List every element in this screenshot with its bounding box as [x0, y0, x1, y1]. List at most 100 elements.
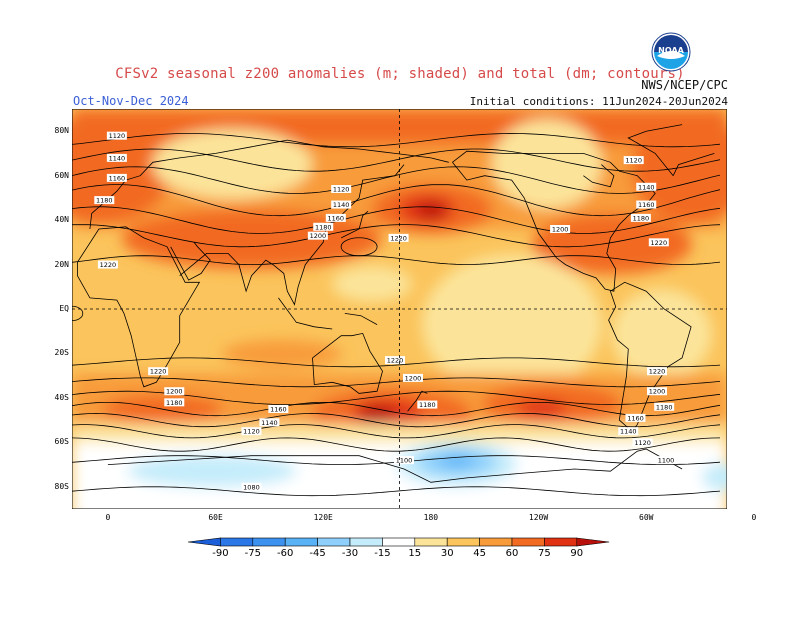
contour-label-box: [623, 156, 644, 165]
height-contour-line: [72, 132, 721, 148]
contour-label-box: [331, 200, 352, 209]
contour-label-box: [625, 413, 646, 422]
height-contour-line: [72, 377, 721, 388]
lat-tick-label: 20N: [54, 259, 69, 269]
lon-tick-label: 120W: [528, 513, 549, 522]
contour-label-box: [148, 367, 169, 376]
legend-color-box: [544, 537, 578, 547]
legend-color-box: [187, 537, 221, 547]
contour-label: 1140: [620, 428, 637, 436]
contour-label: 1160: [328, 214, 345, 222]
contour-label-box: [164, 398, 185, 407]
lon-tick-label: 60W: [639, 513, 654, 522]
legend-color-box: [382, 537, 416, 547]
height-contour-line: [72, 255, 721, 265]
contour-label: 1220: [150, 368, 167, 376]
contour-label: 1140: [109, 154, 126, 162]
legend-color-box: [446, 537, 480, 547]
contour-label: 1120: [634, 439, 651, 447]
legend-color-box: [284, 537, 318, 547]
legend-level-label: 30: [441, 548, 454, 559]
contour-label-box: [268, 405, 289, 413]
contour-label: 1220: [651, 239, 668, 247]
height-contour-closed: [340, 237, 378, 257]
contour-label: 1160: [638, 201, 655, 209]
contour-label: 1180: [166, 399, 183, 407]
legend-level-label: 75: [538, 548, 551, 559]
coastline: [627, 124, 715, 176]
legend-color-box: [317, 537, 351, 547]
legend-color-box: [349, 537, 383, 547]
coastline: [452, 150, 656, 292]
contour-label-box: [325, 213, 346, 222]
coastline: [278, 297, 333, 330]
contour-label: 1120: [625, 157, 642, 165]
legend-level-label: -30: [342, 548, 358, 559]
lon-tick-label: 120E: [313, 513, 333, 522]
lat-tick-label: 60S: [54, 437, 69, 447]
contour-label: 1200: [405, 374, 422, 382]
contour-label: 1140: [333, 201, 350, 209]
contour-label: 1140: [261, 419, 278, 427]
legend-color-box: [479, 537, 513, 547]
agency-label: NWS/NCEP/CPC: [641, 78, 728, 92]
contour-label: 1100: [396, 457, 413, 465]
contour-label-box: [313, 222, 334, 231]
lat-tick-label: 80N: [54, 126, 69, 136]
contour-label-box: [647, 387, 668, 396]
lat-tick-label: 40N: [54, 215, 69, 225]
contour-label: 1120: [243, 428, 260, 436]
legend-level-label: -90: [212, 548, 228, 559]
contour-label: 1220: [100, 261, 117, 269]
contour-label-box: [648, 238, 669, 247]
coastline: [170, 242, 211, 281]
contour-label-box: [385, 356, 406, 365]
contour-label: 1140: [638, 183, 655, 191]
contour-label-box: [417, 400, 438, 409]
contour-label-box: [550, 225, 571, 233]
coastline: [77, 226, 201, 388]
height-contour-line: [72, 206, 721, 234]
lat-tick-label: 40S: [54, 392, 69, 402]
contour-label-box: [393, 456, 414, 465]
anomaly-map: 1120114011601180122011201140116011801200…: [72, 109, 727, 509]
legend-color-box: [252, 537, 286, 547]
height-contour-line: [72, 424, 721, 439]
legend-level-label: -60: [277, 548, 293, 559]
contour-label-box: [331, 185, 352, 193]
contour-label: 1180: [656, 403, 673, 411]
contour-label: 1120: [333, 186, 350, 194]
contour-label-box: [618, 427, 639, 436]
chart-title: CFSv2 seasonal z200 anomalies (m; shaded…: [115, 66, 685, 82]
contour-label: 1200: [552, 226, 569, 234]
legend-level-label: -15: [374, 548, 390, 559]
contour-label-box: [632, 438, 653, 447]
coastline: [583, 164, 615, 188]
lat-tick-label: 20S: [54, 348, 69, 358]
season-label: Oct-Nov-Dec 2024: [73, 94, 189, 108]
contour-label-box: [106, 173, 127, 182]
noaa-logo-icon: NOAA: [651, 32, 691, 72]
legend-level-label: 45: [473, 548, 486, 559]
lat-tick-label: EQ: [59, 304, 69, 313]
contour-label-box: [636, 200, 657, 209]
contour-labels: 1120114011601180122011201140116011801200…: [94, 131, 676, 491]
contour-label: 1080: [243, 483, 260, 491]
height-contour-line: [72, 437, 721, 452]
legend-level-label: -75: [245, 548, 261, 559]
lat-tick-label: 80S: [54, 481, 69, 491]
height-contour-line: [72, 402, 721, 417]
legend-level-label: -45: [309, 548, 325, 559]
contour-label-box: [97, 260, 118, 269]
legend-color-box: [414, 537, 448, 547]
contour-label: 1160: [627, 414, 644, 422]
legend-level-label: 15: [408, 548, 421, 559]
height-contour-line: [72, 184, 721, 217]
height-contour-line: [72, 148, 721, 172]
contour-label: 1180: [315, 223, 332, 231]
color-legend: -90 -75 -60 -45 -30 -15 15 30 45 60 75 90: [187, 537, 610, 559]
contour-label: 1180: [419, 401, 436, 409]
lon-tick-label: 60E: [208, 513, 223, 522]
coastline: [179, 164, 405, 306]
contour-label: 1200: [310, 232, 327, 240]
